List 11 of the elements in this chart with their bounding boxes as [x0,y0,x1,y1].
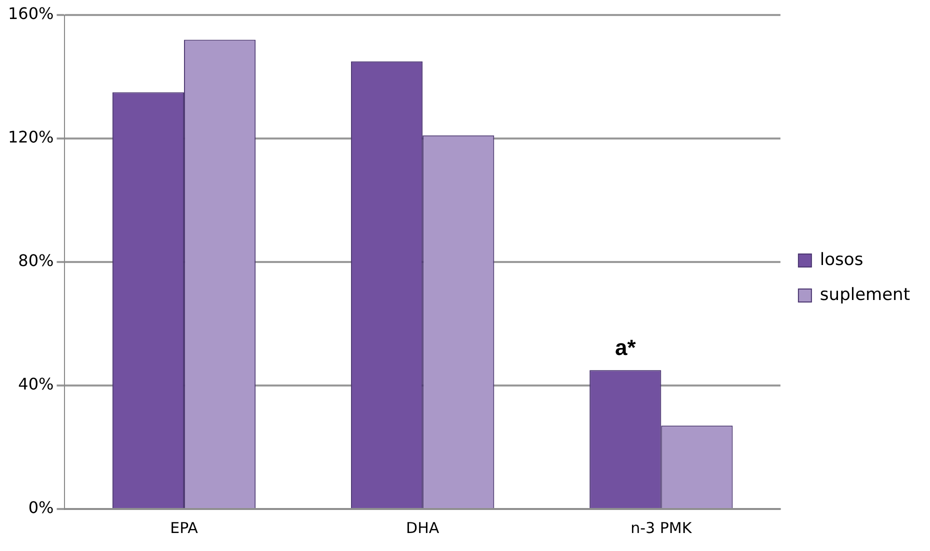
y-tick-label: 120% [8,128,54,147]
y-tick-label: 0% [28,498,54,518]
x-tick-label: n-3 PMK [630,518,693,537]
y-tick-label: 80% [18,251,54,270]
y-tick-label: 40% [18,374,54,394]
x-tick-label: EPA [170,518,199,537]
legend-label: losos [820,250,864,270]
x-tick-label: DHA [406,518,440,537]
y-tick-label: 160% [8,4,54,24]
annotation: a* [614,335,636,360]
legend-label: suplement [820,284,910,305]
